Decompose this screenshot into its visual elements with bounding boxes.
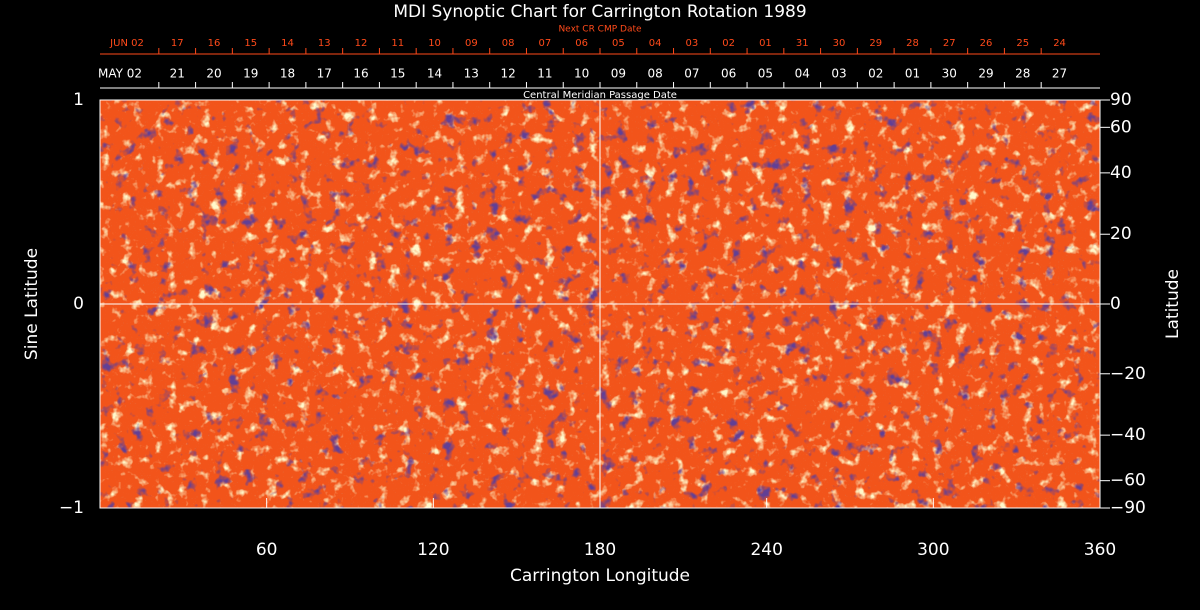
date-axis-day: 21 bbox=[170, 67, 185, 81]
date-axis-day: 01 bbox=[759, 38, 772, 49]
date-axis-day: 02 bbox=[868, 67, 883, 81]
y2-tick-label: −20 bbox=[1110, 364, 1146, 384]
date-axis-month: JUN 02 bbox=[109, 38, 144, 49]
y2-tick-label: 60 bbox=[1110, 117, 1132, 137]
date-axis-day: 30 bbox=[942, 67, 957, 81]
date-axis-day: 11 bbox=[391, 38, 404, 49]
date-axis-day: 26 bbox=[980, 38, 993, 49]
date-axis-day: 10 bbox=[574, 67, 589, 81]
date-axis-day: 06 bbox=[721, 67, 736, 81]
date-axis-day: 29 bbox=[978, 67, 993, 81]
x-tick-label: 60 bbox=[256, 540, 278, 560]
date-axis-day: 12 bbox=[500, 67, 515, 81]
date-axis-day: 16 bbox=[353, 67, 368, 81]
date-axis-day: 05 bbox=[612, 38, 625, 49]
y2-tick-label: 20 bbox=[1110, 224, 1132, 244]
date-axis-day: 13 bbox=[318, 38, 331, 49]
date-axis-day: 15 bbox=[390, 67, 405, 81]
date-axis-day: 09 bbox=[611, 67, 626, 81]
y2-tick-label: −60 bbox=[1110, 471, 1146, 491]
date-axis-day: 03 bbox=[831, 67, 846, 81]
date-axis-day: 05 bbox=[758, 67, 773, 81]
x-tick-label: 360 bbox=[1084, 540, 1116, 560]
date-axis-day: 16 bbox=[208, 38, 221, 49]
x-tick-label: 180 bbox=[584, 540, 616, 560]
date-axis-day: 02 bbox=[722, 38, 735, 49]
date-axis-day: 28 bbox=[906, 38, 919, 49]
date-axis-day: 06 bbox=[575, 38, 588, 49]
date-axis-day: 12 bbox=[355, 38, 368, 49]
date-axis-day: 04 bbox=[795, 67, 810, 81]
date-axis-day: 15 bbox=[244, 38, 257, 49]
date-axis-day: 09 bbox=[465, 38, 478, 49]
date-axis-day: 04 bbox=[649, 38, 662, 49]
date-axis-day: 17 bbox=[317, 67, 332, 81]
y-tick-label: 0 bbox=[73, 294, 84, 314]
date-axis-day: 10 bbox=[428, 38, 441, 49]
date-axis-day: 14 bbox=[427, 67, 442, 81]
date-axis-day: 08 bbox=[502, 38, 515, 49]
date-axis-day: 29 bbox=[869, 38, 882, 49]
date-axis-day: 30 bbox=[833, 38, 846, 49]
x-tick-label: 300 bbox=[917, 540, 949, 560]
x-axis-label: Carrington Longitude bbox=[510, 566, 690, 586]
y2-tick-label: −40 bbox=[1110, 425, 1146, 445]
date-axis-day: 11 bbox=[537, 67, 552, 81]
date-axis-day: 18 bbox=[280, 67, 295, 81]
date-axis-month: MAY 02 bbox=[98, 67, 142, 81]
x-tick-label: 240 bbox=[750, 540, 782, 560]
date-axis-day: 27 bbox=[1052, 67, 1067, 81]
chart-title: MDI Synoptic Chart for Carrington Rotati… bbox=[393, 2, 806, 22]
y2-axis-label: Latitude bbox=[1163, 269, 1183, 339]
date-axis-day: 31 bbox=[796, 38, 809, 49]
date-axis-day: 08 bbox=[648, 67, 663, 81]
date-axis-day: 24 bbox=[1053, 38, 1066, 49]
date-axis-day: 17 bbox=[171, 38, 184, 49]
date-axis-day: 03 bbox=[686, 38, 699, 49]
y-tick-label: 1 bbox=[73, 90, 84, 110]
cmp-axis-label: Central Meridian Passage Date bbox=[523, 90, 677, 101]
y2-tick-label: −90 bbox=[1110, 498, 1146, 518]
y2-tick-label: 90 bbox=[1110, 90, 1132, 110]
date-axis-day: 27 bbox=[943, 38, 956, 49]
y-tick-label: −1 bbox=[59, 498, 84, 518]
date-axis-day: 19 bbox=[243, 67, 258, 81]
date-axis-day: 07 bbox=[684, 67, 699, 81]
date-axis-day: 13 bbox=[464, 67, 479, 81]
date-axis-day: 14 bbox=[281, 38, 294, 49]
y2-tick-label: 0 bbox=[1110, 294, 1121, 314]
date-axis-day: 07 bbox=[538, 38, 551, 49]
next-cmp-axis-label: Next CR CMP Date bbox=[558, 25, 642, 35]
date-axis-day: 20 bbox=[206, 67, 221, 81]
y2-tick-label: 40 bbox=[1110, 163, 1132, 183]
y-axis-label: Sine Latitude bbox=[22, 248, 42, 360]
x-tick-label: 120 bbox=[417, 540, 449, 560]
date-axis-day: 25 bbox=[1016, 38, 1029, 49]
date-axis-day: 28 bbox=[1015, 67, 1030, 81]
date-axis-day: 01 bbox=[905, 67, 920, 81]
